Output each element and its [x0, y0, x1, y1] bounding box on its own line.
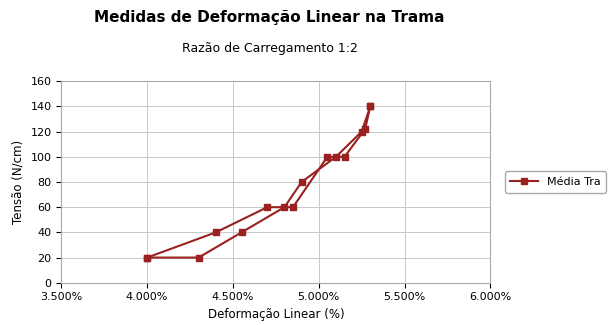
Média Tra: [358, 130, 365, 134]
Line: Média Tra: Média Tra: [144, 104, 373, 260]
Média Tra: [332, 155, 340, 159]
Text: Razão de Carregamento 1:2: Razão de Carregamento 1:2: [182, 42, 357, 55]
Média Tra: [367, 104, 374, 108]
Média Tra: [143, 255, 151, 259]
Legend: Média Tra: Média Tra: [504, 172, 606, 192]
Média Tra: [195, 255, 202, 259]
Text: Medidas de Deformação Linear na Trama: Medidas de Deformação Linear na Trama: [94, 10, 445, 25]
Média Tra: [298, 180, 305, 184]
Média Tra: [281, 205, 288, 209]
Y-axis label: Tensão (N/cm): Tensão (N/cm): [12, 140, 25, 224]
X-axis label: Deformação Linear (%): Deformação Linear (%): [208, 308, 344, 321]
Média Tra: [238, 230, 245, 234]
